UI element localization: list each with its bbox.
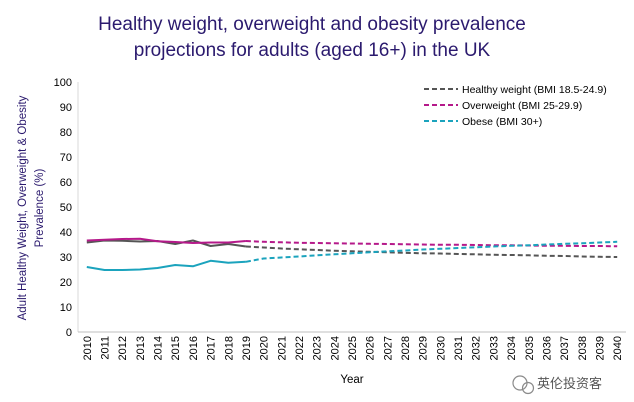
x-tick-label: 2019 xyxy=(241,336,253,360)
legend-entry: Healthy weight (BMI 18.5-24.9) xyxy=(462,84,607,96)
x-tick-label: 2037 xyxy=(559,336,571,360)
x-tick-label: 2025 xyxy=(347,336,359,360)
x-tick-label: 2012 xyxy=(117,336,129,360)
x-tick-label: 2022 xyxy=(294,336,306,360)
x-tick-label: 2039 xyxy=(594,336,606,360)
x-tick-label: 2024 xyxy=(329,336,341,360)
x-tick-label: 2010 xyxy=(82,336,94,360)
x-tick-label: 2038 xyxy=(577,336,589,360)
x-tick-label: 2021 xyxy=(276,336,288,360)
series-lines xyxy=(86,237,618,271)
x-tick-label: 2029 xyxy=(418,336,430,360)
legend-entry: Overweight (BMI 25-29.9) xyxy=(462,100,582,112)
x-tick-label: 2011 xyxy=(100,336,112,360)
series-line-observed xyxy=(86,259,246,271)
x-tick-label: 2023 xyxy=(312,336,324,360)
y-tick-label: 70 xyxy=(60,152,72,164)
y-axis-label-line-1: Adult Healthy Weight, Overweight & Obesi… xyxy=(17,95,29,320)
legend-entry: Obese (BMI 30+) xyxy=(462,116,542,128)
y-tick-label: 10 xyxy=(60,302,72,314)
y-tick-label: 30 xyxy=(60,252,72,264)
x-tick-label: 2032 xyxy=(471,336,483,360)
series-line-projected xyxy=(245,240,618,248)
y-tick-label: 100 xyxy=(54,77,72,89)
x-tick-label: 2040 xyxy=(612,336,624,360)
chart-title-line-2: projections for adults (aged 16+) in the… xyxy=(134,40,491,61)
series-line-observed xyxy=(86,237,246,244)
watermark: 英伦投资客 xyxy=(512,375,602,395)
x-tick-label: 2017 xyxy=(206,336,218,360)
y-axis-label-line-2: Prevalence (%) xyxy=(34,169,46,248)
y-tick-label: 20 xyxy=(60,277,72,289)
x-tick-label: 2016 xyxy=(188,336,200,360)
y-tick-label: 80 xyxy=(60,127,72,139)
legend: Healthy weight (BMI 18.5-24.9) Overweight… xyxy=(424,84,607,128)
x-tick-label: 2013 xyxy=(135,336,147,360)
y-tick-labels: 0 10 20 30 40 50 60 70 80 90 100 xyxy=(54,77,72,339)
x-tick-label: 2030 xyxy=(435,336,447,360)
x-tick-label: 2027 xyxy=(382,336,394,360)
x-tick-label: 2020 xyxy=(259,336,271,360)
chart-title-line-1: Healthy weight, overweight and obesity p… xyxy=(98,14,526,35)
y-tick-label: 90 xyxy=(60,102,72,114)
x-tick-label: 2035 xyxy=(524,336,536,360)
wechat-icon-small xyxy=(521,381,535,395)
x-tick-label: 2036 xyxy=(541,336,553,360)
series-line-projected xyxy=(245,245,618,258)
series-line-projected xyxy=(245,240,618,263)
x-tick-label: 2015 xyxy=(170,336,182,360)
x-tick-label: 2034 xyxy=(506,336,518,360)
x-tick-label: 2014 xyxy=(153,336,165,360)
x-tick-label: 2031 xyxy=(453,336,465,360)
watermark-text: 英伦投资客 xyxy=(537,376,602,392)
y-tick-label: 50 xyxy=(60,202,72,214)
x-tick-label: 2018 xyxy=(223,336,235,360)
x-tick-label: 2028 xyxy=(400,336,412,360)
y-tick-label: 60 xyxy=(60,177,72,189)
x-tick-labels: 2010 2011 2012 2013 2014 2015 2016 2017 2018 2019… xyxy=(82,336,624,360)
y-tick-label: 0 xyxy=(66,327,72,339)
x-tick-label: 2026 xyxy=(365,336,377,360)
y-tick-label: 40 xyxy=(60,227,72,239)
x-axis-label: Year xyxy=(340,374,363,386)
x-tick-label: 2033 xyxy=(488,336,500,360)
